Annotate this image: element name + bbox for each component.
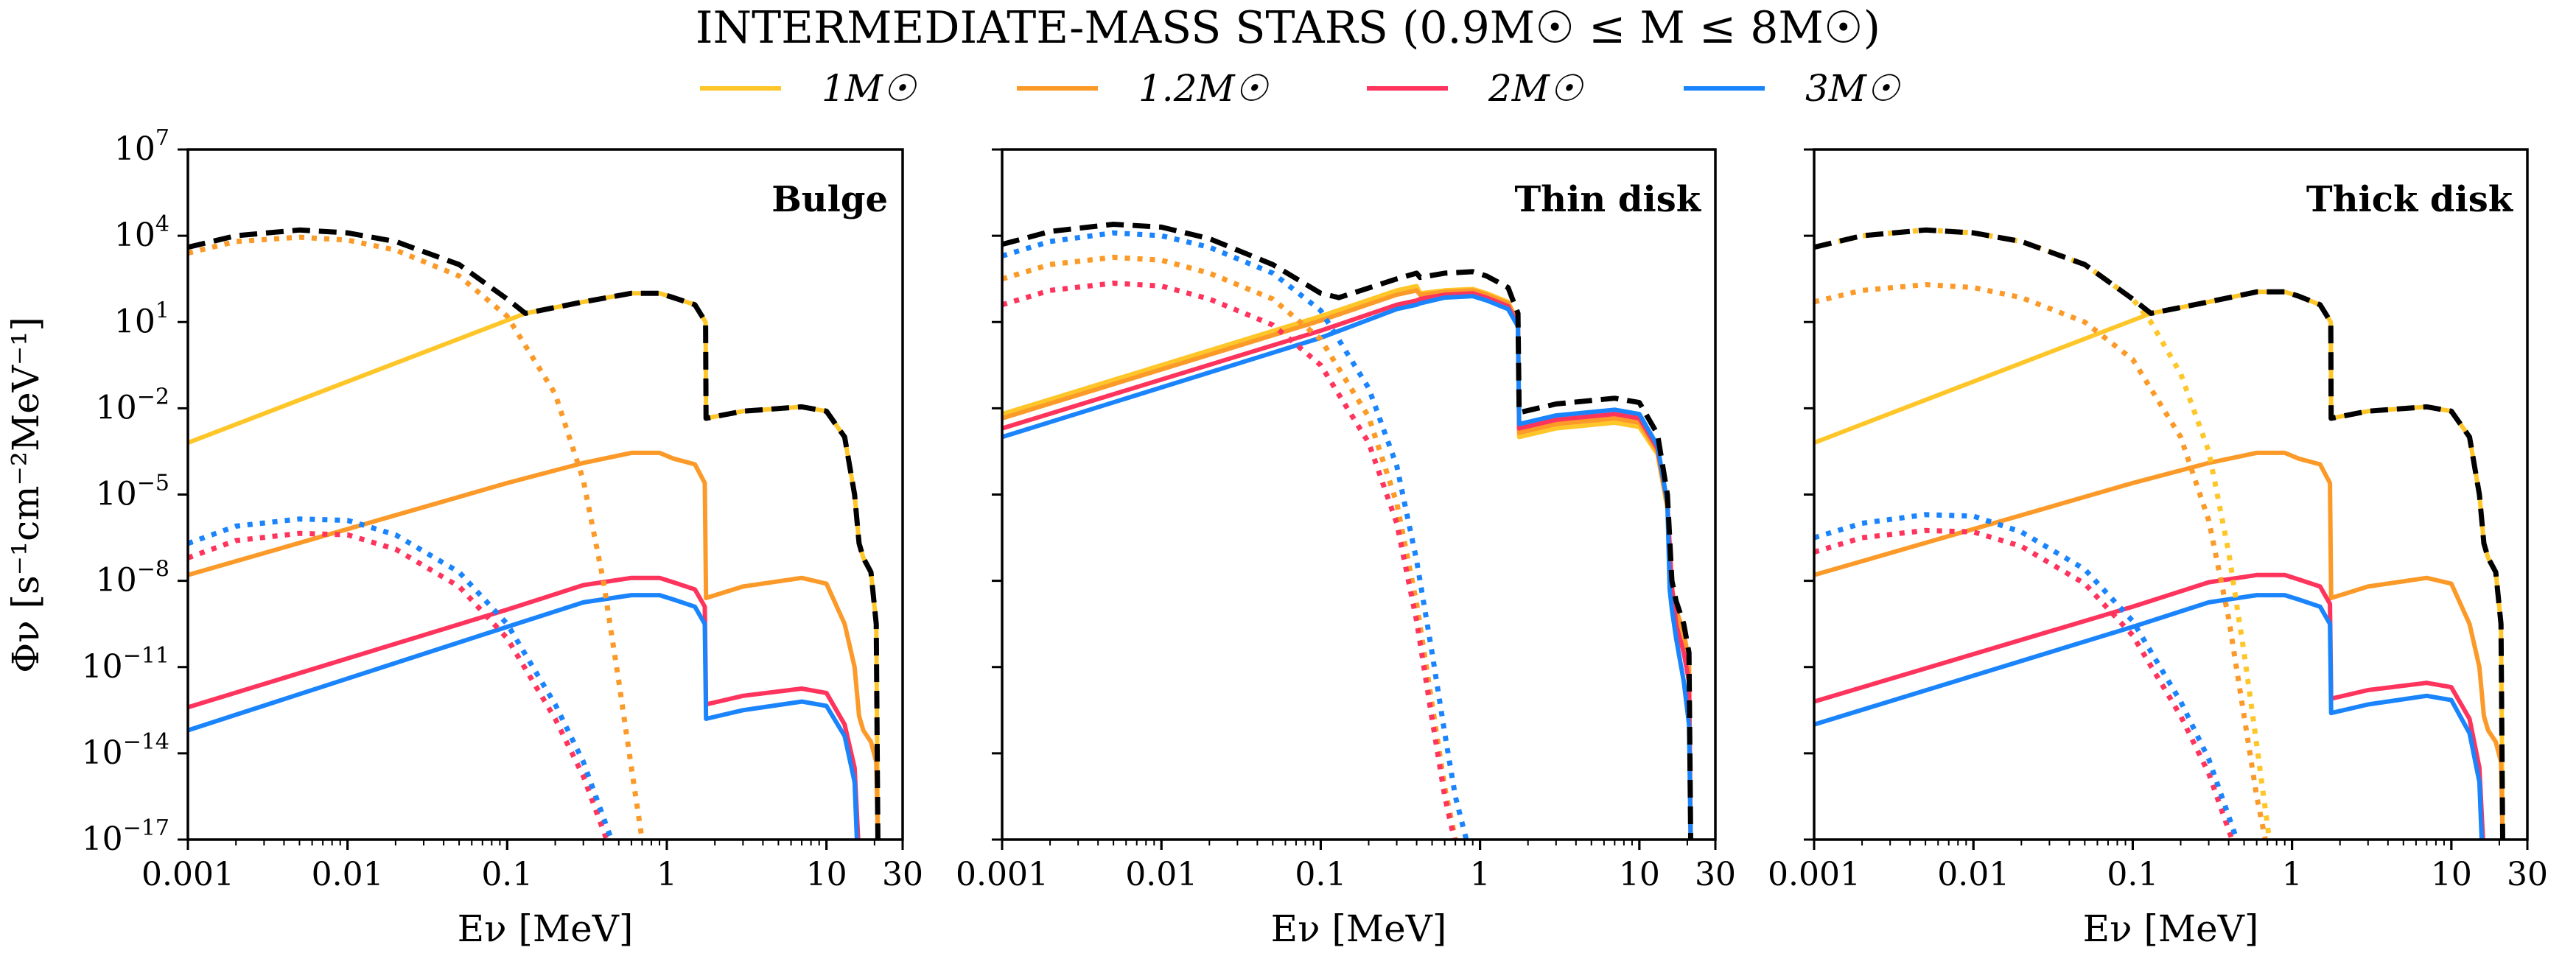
y-tick-label: 10−17 <box>82 815 169 858</box>
series-line-3msun-dotted <box>188 516 615 840</box>
legend-entry: 1.2M☉ <box>1017 67 1270 110</box>
panel-bulge: 10710410110−210−510−810−1110−1410−170.00… <box>82 125 923 950</box>
x-tick-label: 30 <box>2507 856 2548 893</box>
x-tick-label: 1 <box>2282 856 2303 893</box>
series-line-total <box>1002 222 1693 840</box>
x-tick-label: 1 <box>1470 856 1491 893</box>
y-tick-label: 10−14 <box>82 729 169 772</box>
legend-entry: 1M☉ <box>700 67 917 110</box>
y-tick-label: 10−5 <box>96 471 169 513</box>
y-tick-label: 10−11 <box>82 643 169 686</box>
x-axis-label: Eν [MeV] <box>458 907 634 950</box>
x-tick-label: 0.1 <box>1295 856 1346 893</box>
panel-label: Thin disk <box>1514 179 1701 220</box>
chart-title: INTERMEDIATE-MASS STARS (0.9M☉ ≤ M ≤ 8M☉… <box>696 2 1880 54</box>
x-tick-label: 0.001 <box>1768 856 1861 893</box>
series-line-3msun-dotted <box>1002 230 1469 840</box>
y-axis-label: Φν [s⁻¹cm⁻²MeV⁻¹] <box>4 317 47 673</box>
axes-frame <box>1001 148 1717 841</box>
panel-label: Thick disk <box>2306 179 2514 220</box>
series-line-1msun-solid <box>1814 289 2505 840</box>
x-tick-label: 10 <box>806 856 847 893</box>
series-line-1.2msun-solid <box>1814 450 2505 840</box>
series-line-2msun-dotted <box>1002 281 1457 840</box>
series-line-1.2msun-solid <box>1002 288 1693 840</box>
x-tick-label: 30 <box>1695 856 1736 893</box>
axes-frame <box>186 148 904 841</box>
legend: 1M☉ 1.2M☉ 2M☉ 3M☉ <box>700 67 1901 110</box>
plot-area <box>1814 227 2505 840</box>
y-tick-label: 10−8 <box>96 557 169 599</box>
x-tick-label: 0.01 <box>1125 856 1197 893</box>
panel-thick-disk: 0.001 0.01 0.1 1 10 30 Eν [MeV] Thick disk <box>1768 148 2548 950</box>
plot-area <box>1002 222 1693 840</box>
series-line-3msun-solid <box>188 593 859 840</box>
series-line-1.2msun-dotted <box>188 234 645 840</box>
x-tick-label: 10 <box>1619 856 1660 893</box>
x-tick-label: 30 <box>882 856 923 893</box>
x-tick-label: 0.001 <box>141 856 234 893</box>
x-tick-label: 0.1 <box>2107 856 2158 893</box>
series-line-1.2msun-solid <box>188 450 881 840</box>
x-tick-label: 10 <box>2431 856 2472 893</box>
legend-label: 2M☉ <box>1488 67 1584 110</box>
series-line-total <box>188 227 881 840</box>
legend-label: 3M☉ <box>1805 67 1901 110</box>
x-axis-label: Eν [MeV] <box>2083 907 2259 950</box>
series-line-1msun-solid <box>188 291 881 840</box>
x-tick-label: 0.01 <box>312 856 384 893</box>
y-tick-label: 104 <box>114 211 169 254</box>
x-tick-label: 0.01 <box>1937 856 2009 893</box>
series-line-3msun-dotted <box>1814 512 2240 840</box>
series-line-1msun-solid <box>1002 284 1693 840</box>
series-line-total <box>1814 227 2505 840</box>
panel-label: Bulge <box>771 179 888 220</box>
series-line-2msun-solid <box>1814 572 2485 840</box>
plot-area <box>188 227 881 840</box>
legend-entry: 3M☉ <box>1684 67 1901 110</box>
panels: 10710410110−210−510−810−1110−1410−170.00… <box>4 125 2548 950</box>
legend-entry: 2M☉ <box>1367 67 1584 110</box>
series-line-1msun-dotted <box>1814 227 2272 840</box>
series-line-3msun-solid <box>1814 593 2484 840</box>
legend-label: 1M☉ <box>822 67 917 110</box>
legend-label: 1.2M☉ <box>1138 67 1270 110</box>
panel-thin-disk: 0.001 0.01 0.1 1 10 30 Eν [MeV] Thin disk <box>956 148 1736 950</box>
x-tick-label: 1 <box>657 856 677 893</box>
y-tick-label: 10−2 <box>96 384 169 426</box>
series-line-2msun-solid <box>188 575 861 840</box>
x-axis-label: Eν [MeV] <box>1271 907 1447 950</box>
x-tick-label: 0.001 <box>956 856 1049 893</box>
y-tick-label: 101 <box>114 298 169 340</box>
y-tick-label: 107 <box>114 125 169 168</box>
series-line-3msun-solid <box>1002 294 1693 840</box>
axes-frame <box>1813 148 2529 841</box>
series-line-1.2msun-dotted <box>1814 282 2268 840</box>
series-line-2msun-solid <box>1002 291 1693 840</box>
x-tick-label: 0.1 <box>481 856 533 893</box>
